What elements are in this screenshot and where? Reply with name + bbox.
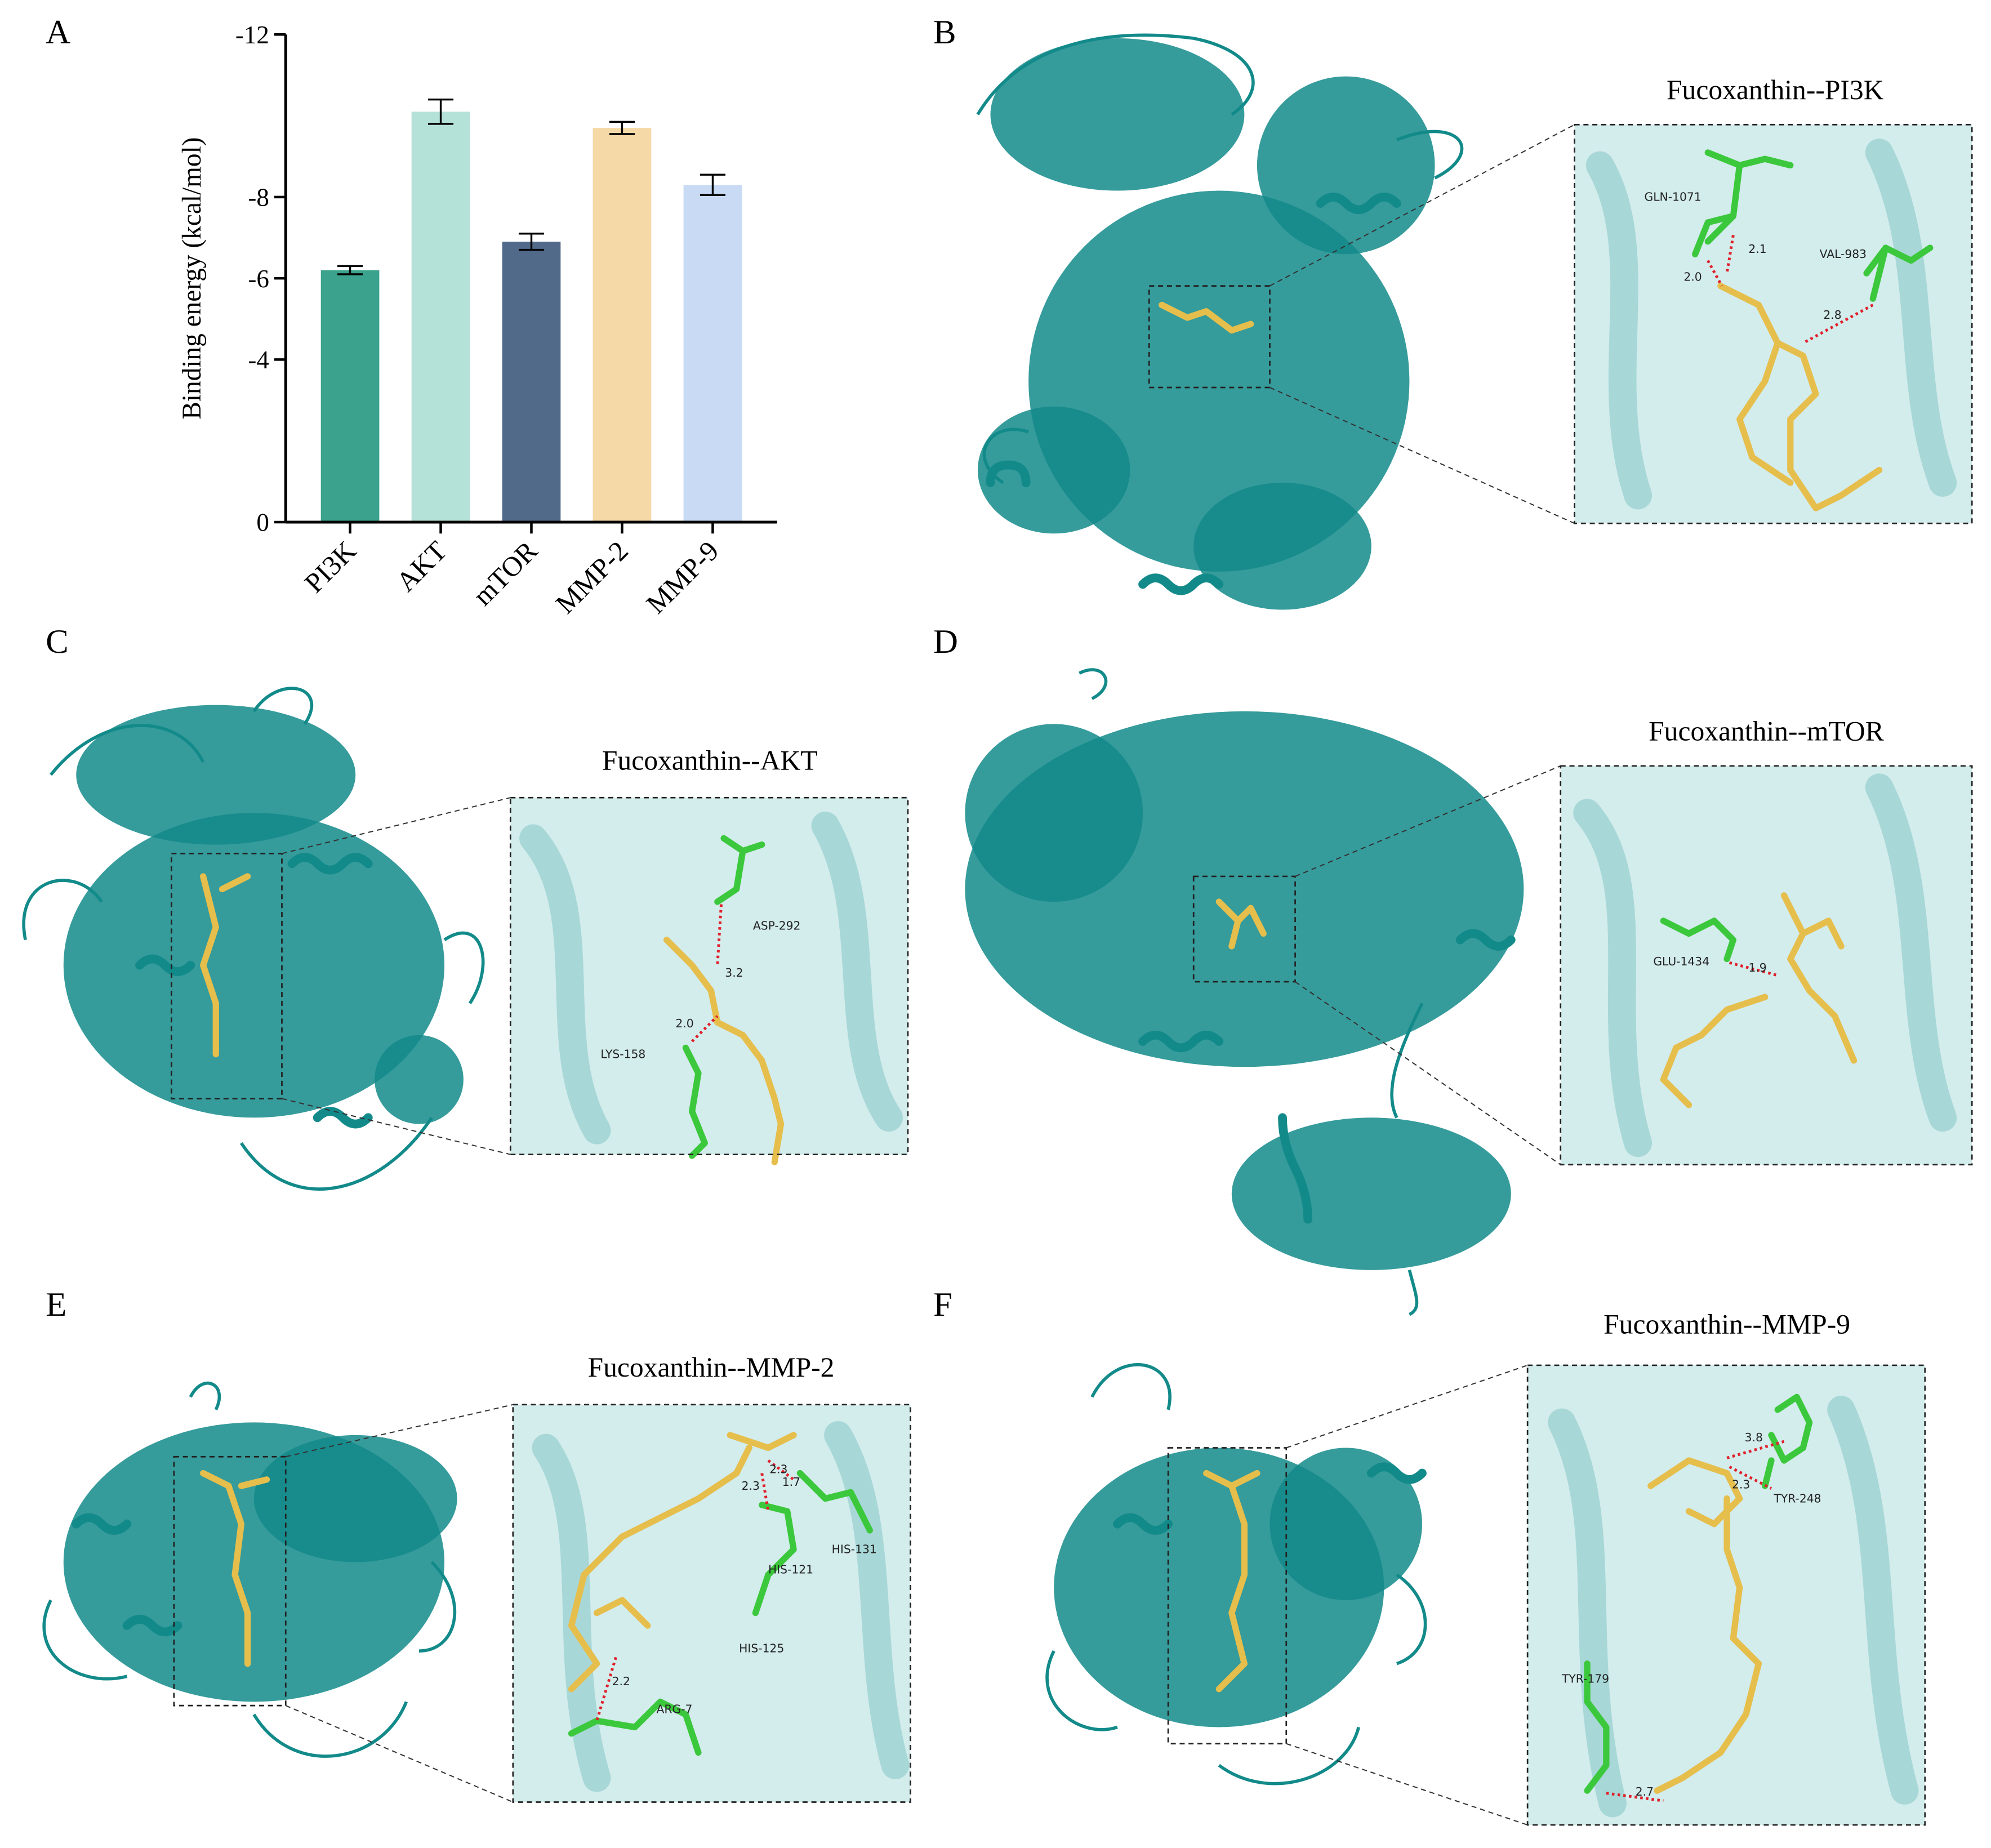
distance-label: 1.7 [782, 1475, 800, 1489]
leader-line [282, 797, 511, 854]
inset-title: Fucoxanthin--MMP-9 [1604, 1309, 1850, 1340]
docking-inset [1574, 124, 1972, 524]
inset-frame [1560, 765, 1973, 1166]
y-tick-label: -6 [248, 265, 269, 293]
leader-line [282, 1098, 511, 1155]
inset-frame [1574, 123, 1973, 524]
panel-letter: A [46, 14, 70, 51]
residue-label: ASP-292 [753, 919, 801, 933]
leader-line [1286, 1364, 1528, 1449]
panel-letter: F [933, 1286, 952, 1324]
bar [683, 185, 742, 522]
leader-line [285, 1705, 514, 1803]
leader-line [1270, 387, 1575, 524]
distance-label: 2.0 [675, 1017, 693, 1030]
zoom-box [171, 853, 283, 1099]
residue-label: HIS-125 [739, 1641, 784, 1655]
inset-frame [509, 796, 909, 1156]
inset-frame [1526, 1364, 1926, 1826]
inset-frame [512, 1404, 911, 1803]
residue-label: GLU-1434 [1653, 955, 1709, 968]
leader-line [286, 1404, 514, 1458]
distance-label: 2.2 [612, 1675, 630, 1688]
panel-letter: C [46, 623, 69, 661]
inset-title: Fucoxanthin--PI3K [1667, 74, 1884, 105]
zoom-box [1192, 875, 1296, 983]
protein-structure [22, 687, 485, 1191]
protein-structure [42, 1381, 457, 1758]
panel-letter: B [933, 14, 956, 51]
bar [320, 270, 380, 522]
distance-label: 2.1 [1748, 242, 1766, 256]
residue-label: TYR-179 [1561, 1672, 1609, 1686]
protein-structure [965, 668, 1524, 1316]
residue-label: GLN-1071 [1645, 190, 1702, 204]
docking-inset [513, 1404, 911, 1802]
leader-line [1269, 124, 1575, 287]
residue-label: HIS-131 [832, 1543, 877, 1556]
zoom-box [1148, 285, 1271, 389]
panel-letter: E [46, 1286, 66, 1324]
y-tick-label: -4 [248, 346, 269, 374]
leader-line [1286, 1743, 1528, 1826]
residue-label: VAL-983 [1820, 247, 1867, 261]
distance-label: 2.3 [769, 1463, 787, 1476]
y-tick-label: 0 [256, 509, 269, 537]
docking-inset [1560, 765, 1972, 1165]
y-tick-label: -12 [235, 21, 269, 49]
docking-inset [1527, 1365, 1925, 1825]
residue-label: HIS-121 [768, 1563, 813, 1577]
leader-line [1295, 765, 1561, 877]
protein-structure [976, 33, 1464, 610]
zoom-box [173, 1455, 287, 1707]
bar [411, 112, 470, 522]
leader-line [1294, 981, 1561, 1165]
zoom-box [1167, 1447, 1288, 1745]
y-axis-label: Binding energy (kcal/mol) [177, 137, 207, 419]
distance-label: 2.3 [1732, 1478, 1750, 1491]
inset-title: Fucoxanthin--MMP-2 [588, 1352, 835, 1383]
distance-label: 1.9 [1748, 961, 1766, 974]
panel-letter: D [933, 623, 958, 661]
distance-label: 2.7 [1636, 1785, 1654, 1798]
distance-label: 3.2 [725, 966, 743, 979]
bar [593, 128, 652, 522]
residue-label: ARG-7 [657, 1703, 693, 1716]
distance-label: 3.8 [1745, 1431, 1763, 1444]
residue-label: TYR-248 [1773, 1491, 1821, 1505]
residue-label: LYS-158 [600, 1047, 645, 1061]
distance-label: 2.8 [1823, 308, 1841, 322]
y-tick-label: -8 [248, 184, 269, 212]
bar [502, 242, 561, 522]
inset-title: Fucoxanthin--mTOR [1649, 716, 1884, 747]
distance-label: 2.0 [1683, 270, 1702, 284]
inset-title: Fucoxanthin--AKT [602, 745, 818, 776]
docking-inset [510, 798, 908, 1165]
distance-label: 2.3 [742, 1479, 760, 1493]
protein-structure [1045, 1363, 1427, 1785]
